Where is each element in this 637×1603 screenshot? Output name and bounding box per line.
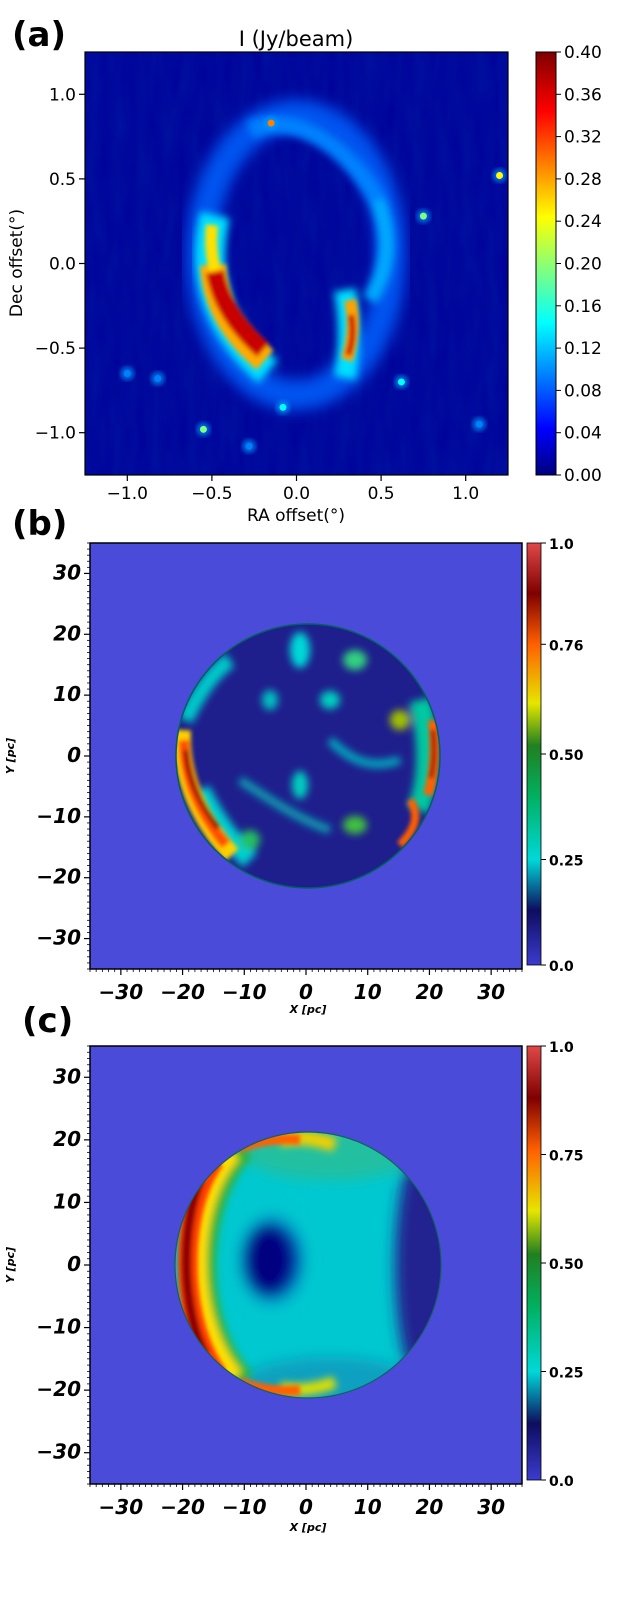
colorbar-tick-label: 0.24 [564, 212, 602, 232]
point-source [199, 425, 207, 433]
y-tick-label: 20 [53, 621, 81, 645]
x-tick-label: −0.5 [191, 484, 232, 504]
panel-b-xlabel: X [pc] [289, 1003, 327, 1016]
colorbar-tick-label: 0.04 [564, 424, 602, 444]
colorbar-tick-label: 0.16 [564, 297, 602, 317]
x-tick-label: −30 [99, 1495, 144, 1519]
x-tick-label: 30 [477, 980, 505, 1004]
x-tick-label: 0.5 [368, 484, 395, 504]
colorbar-tick-label: 0.20 [564, 255, 602, 275]
point-source [154, 375, 162, 383]
colorbar-tick-label: 0.08 [564, 381, 602, 401]
point-source [123, 369, 131, 377]
panel-b-sphere [176, 624, 440, 888]
y-tick-label: −10 [36, 804, 81, 828]
panel-c-plot [90, 1046, 522, 1484]
y-tick-label: 0 [67, 1252, 81, 1276]
panel-a-colorbar-ticks: 0.40 0.36 0.32 0.28 0.24 0.20 0.16 0.12 0.08 0.04… [556, 43, 602, 486]
colorbar-tick-label: 0.36 [564, 85, 602, 105]
x-tick-label: 10 [354, 1495, 382, 1519]
y-tick-label: 0.0 [49, 255, 76, 275]
point-source [267, 119, 275, 127]
panel-c-sphere [175, 1132, 441, 1398]
y-tick-label: 20 [53, 1127, 81, 1151]
x-tick-label: −30 [99, 980, 144, 1004]
colorbar-tick-label: 1.0 [549, 1040, 574, 1056]
colorbar-tick-label: 0.12 [564, 339, 602, 359]
x-tick-label: −1.0 [107, 484, 148, 504]
panel-b-ylabel: Y [pc] [4, 738, 17, 774]
panel-a-colorbar [535, 51, 557, 476]
point-source [397, 378, 405, 386]
colorbar-tick-label: 0.0 [549, 1474, 574, 1490]
y-tick-label: 0 [67, 743, 81, 767]
y-tick-label: −1.0 [35, 424, 76, 444]
point-source [279, 403, 287, 411]
panel-b-axes: −30 −20 −10 0 10 20 30 30 20 10 0 −10 −20 −30 [36, 542, 523, 1004]
y-tick-label: −20 [36, 1377, 81, 1401]
panel-b-plot [90, 543, 522, 969]
y-tick-label: −10 [36, 1315, 81, 1339]
y-tick-label: 30 [53, 1064, 81, 1088]
y-tick-label: −30 [36, 926, 81, 950]
colorbar-tick-label: 0.40 [564, 43, 602, 63]
panel-letter-c: (c) [22, 1001, 73, 1041]
point-source [245, 442, 253, 450]
y-tick-label: 0.5 [49, 170, 76, 190]
panel-b-colorbar [526, 542, 542, 966]
x-tick-label: 20 [416, 980, 444, 1004]
panel-c-colorbar-ticks: 1.0 0.75 0.50 0.25 0.0 [541, 1040, 584, 1490]
panel-a-title: I (Jy/beam) [239, 27, 354, 51]
panel-c-colorbar [526, 1045, 542, 1481]
panel-a-point-sources [120, 116, 507, 454]
y-tick-label: 30 [53, 560, 81, 584]
y-tick-label: 10 [53, 682, 81, 706]
panel-a-xlabel: RA offset(°) [247, 506, 345, 526]
colorbar-tick-label: 0.32 [564, 128, 602, 148]
colorbar-tick-label: 0.76 [549, 638, 584, 654]
colorbar-tick-label: 0.25 [549, 1366, 584, 1382]
x-tick-label: −10 [222, 980, 267, 1004]
panel-a-plot [85, 52, 508, 475]
panel-a-axes: −1.0 −0.5 0.0 0.5 1.0 1.0 0.5 0.0 −0.5 −1.0 [35, 85, 480, 504]
panel-c-axes: −30 −20 −10 0 10 20 30 30 20 10 0 −10 −20 −30 [36, 1045, 523, 1519]
y-tick-label: −30 [36, 1440, 81, 1464]
colorbar-tick-label: 0.0 [549, 959, 574, 975]
x-tick-label: 0 [299, 1495, 313, 1519]
panel-b-colorbar-ticks: 1.0 0.76 0.50 0.25 0.0 [541, 537, 584, 975]
colorbar-tick-label: 0.25 [549, 854, 584, 870]
point-source [496, 172, 504, 180]
x-tick-label: −10 [222, 1495, 267, 1519]
y-tick-label: −20 [36, 865, 81, 889]
x-tick-label: 20 [416, 1495, 444, 1519]
x-tick-label: 30 [477, 1495, 505, 1519]
panel-c-sphere-edge [174, 1131, 442, 1399]
colorbar-tick-label: 0.50 [549, 1257, 584, 1273]
panel-c-xlabel: X [pc] [289, 1521, 327, 1534]
panel-a-shell [186, 100, 406, 410]
x-tick-label: 0.0 [283, 484, 310, 504]
point-source [475, 420, 483, 428]
panel-letter-b: (b) [12, 504, 67, 544]
colorbar-tick-label: 0.28 [564, 170, 602, 190]
colorbar-tick-label: 0.75 [549, 1149, 584, 1165]
colorbar-tick-label: 1.0 [549, 537, 574, 553]
panel-a-ylabel: Dec offset(°) [7, 209, 27, 317]
x-tick-label: 0 [299, 980, 313, 1004]
colorbar-tick-label: 0.00 [564, 466, 602, 486]
colorbar-tick-label: 0.50 [549, 748, 584, 764]
y-tick-label: −0.5 [35, 339, 76, 359]
x-tick-label: −20 [160, 1495, 205, 1519]
panel-c-ylabel: Y [pc] [4, 1247, 17, 1283]
point-source [419, 212, 427, 220]
panel-letter-a: (a) [12, 15, 66, 55]
panel-b-sphere-edge [175, 623, 441, 889]
x-tick-label: 10 [354, 980, 382, 1004]
y-tick-label: 10 [53, 1189, 81, 1213]
x-tick-label: 1.0 [452, 484, 479, 504]
x-tick-label: −20 [160, 980, 205, 1004]
y-tick-label: 1.0 [49, 85, 76, 105]
